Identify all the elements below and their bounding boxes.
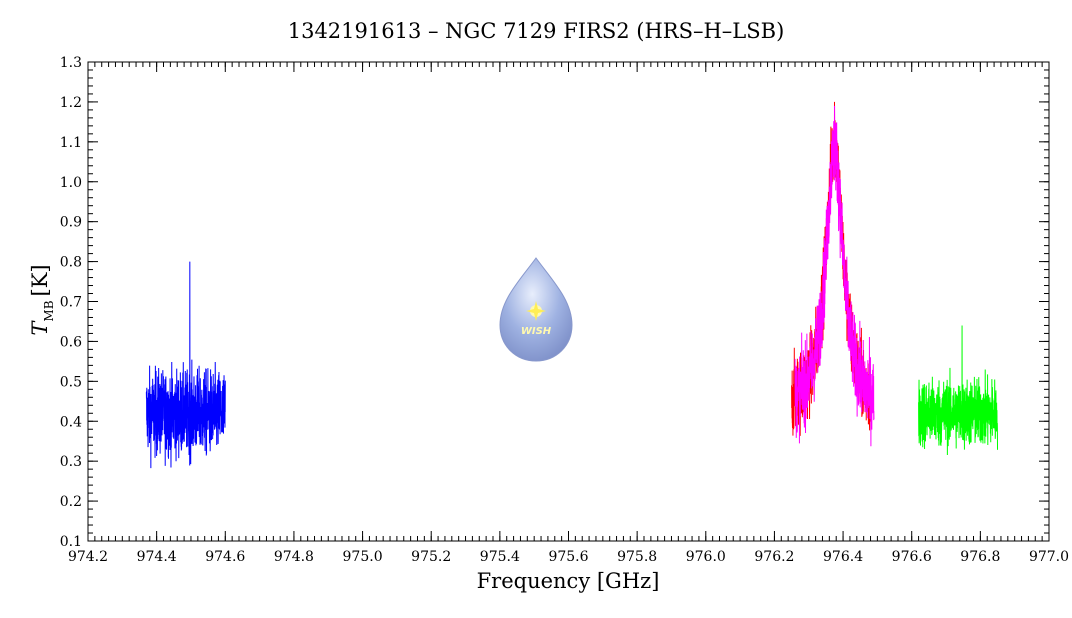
- y-tick-label: 0.2: [60, 494, 82, 510]
- y-axis-unit: [K]: [28, 264, 52, 296]
- series-line-0: [145, 261, 226, 469]
- y-tick-label: 0.1: [60, 534, 82, 550]
- x-tick-label: 975.4: [480, 549, 520, 565]
- x-tick-label: 976.4: [823, 549, 863, 565]
- y-tick-label: 1.2: [60, 95, 82, 111]
- x-tick-label: 976.6: [892, 549, 932, 565]
- y-tick-label: 0.8: [60, 255, 82, 271]
- y-tick-label: 0.6: [60, 334, 82, 350]
- y-tick-label: 0.3: [60, 454, 82, 470]
- x-tick-label: 977.0: [1029, 549, 1069, 565]
- y-tick-label: 0.4: [60, 414, 82, 430]
- series-line-3: [918, 325, 999, 456]
- x-tick-label: 975.8: [617, 549, 657, 565]
- x-tick-label: 974.2: [68, 549, 108, 565]
- axis-ticks: 974.2 974.4 974.6 974.8 975.0 975.2 975.4 975.6…: [60, 55, 1069, 565]
- logo-text: WISH: [521, 326, 552, 337]
- y-tick-label: 0.7: [60, 295, 82, 311]
- y-tick-label: 1.1: [60, 135, 82, 151]
- y-tick-label: 0.9: [60, 215, 82, 231]
- x-tick-label: 974.8: [274, 549, 314, 565]
- y-axis-label: TMB [K]: [28, 264, 56, 335]
- chart-title: 1342191613 – NGC 7129 FIRS2 (HRS–H–LSB): [288, 19, 785, 43]
- x-tick-label: 976.8: [960, 549, 1000, 565]
- x-tick-label: 976.2: [754, 549, 794, 565]
- y-axis-subscript: MB: [42, 300, 56, 321]
- x-tick-label: 975.6: [548, 549, 588, 565]
- wish-logo: WISH: [499, 257, 573, 362]
- x-tick-label: 974.6: [205, 549, 245, 565]
- x-tick-label: 975.0: [343, 549, 383, 565]
- y-tick-label: 0.5: [60, 374, 82, 390]
- x-tick-label: 974.4: [137, 549, 177, 565]
- y-axis-symbol: T: [28, 320, 52, 336]
- plot-frame: [87, 61, 1050, 542]
- series-line-2: [794, 105, 875, 447]
- x-tick-label: 975.2: [411, 549, 451, 565]
- y-tick-label: 1.0: [60, 175, 82, 191]
- x-axis-label: Frequency [GHz]: [477, 569, 660, 593]
- x-tick-label: 976.0: [686, 549, 726, 565]
- spectrum-series: [145, 101, 999, 469]
- y-tick-label: 1.3: [60, 55, 82, 71]
